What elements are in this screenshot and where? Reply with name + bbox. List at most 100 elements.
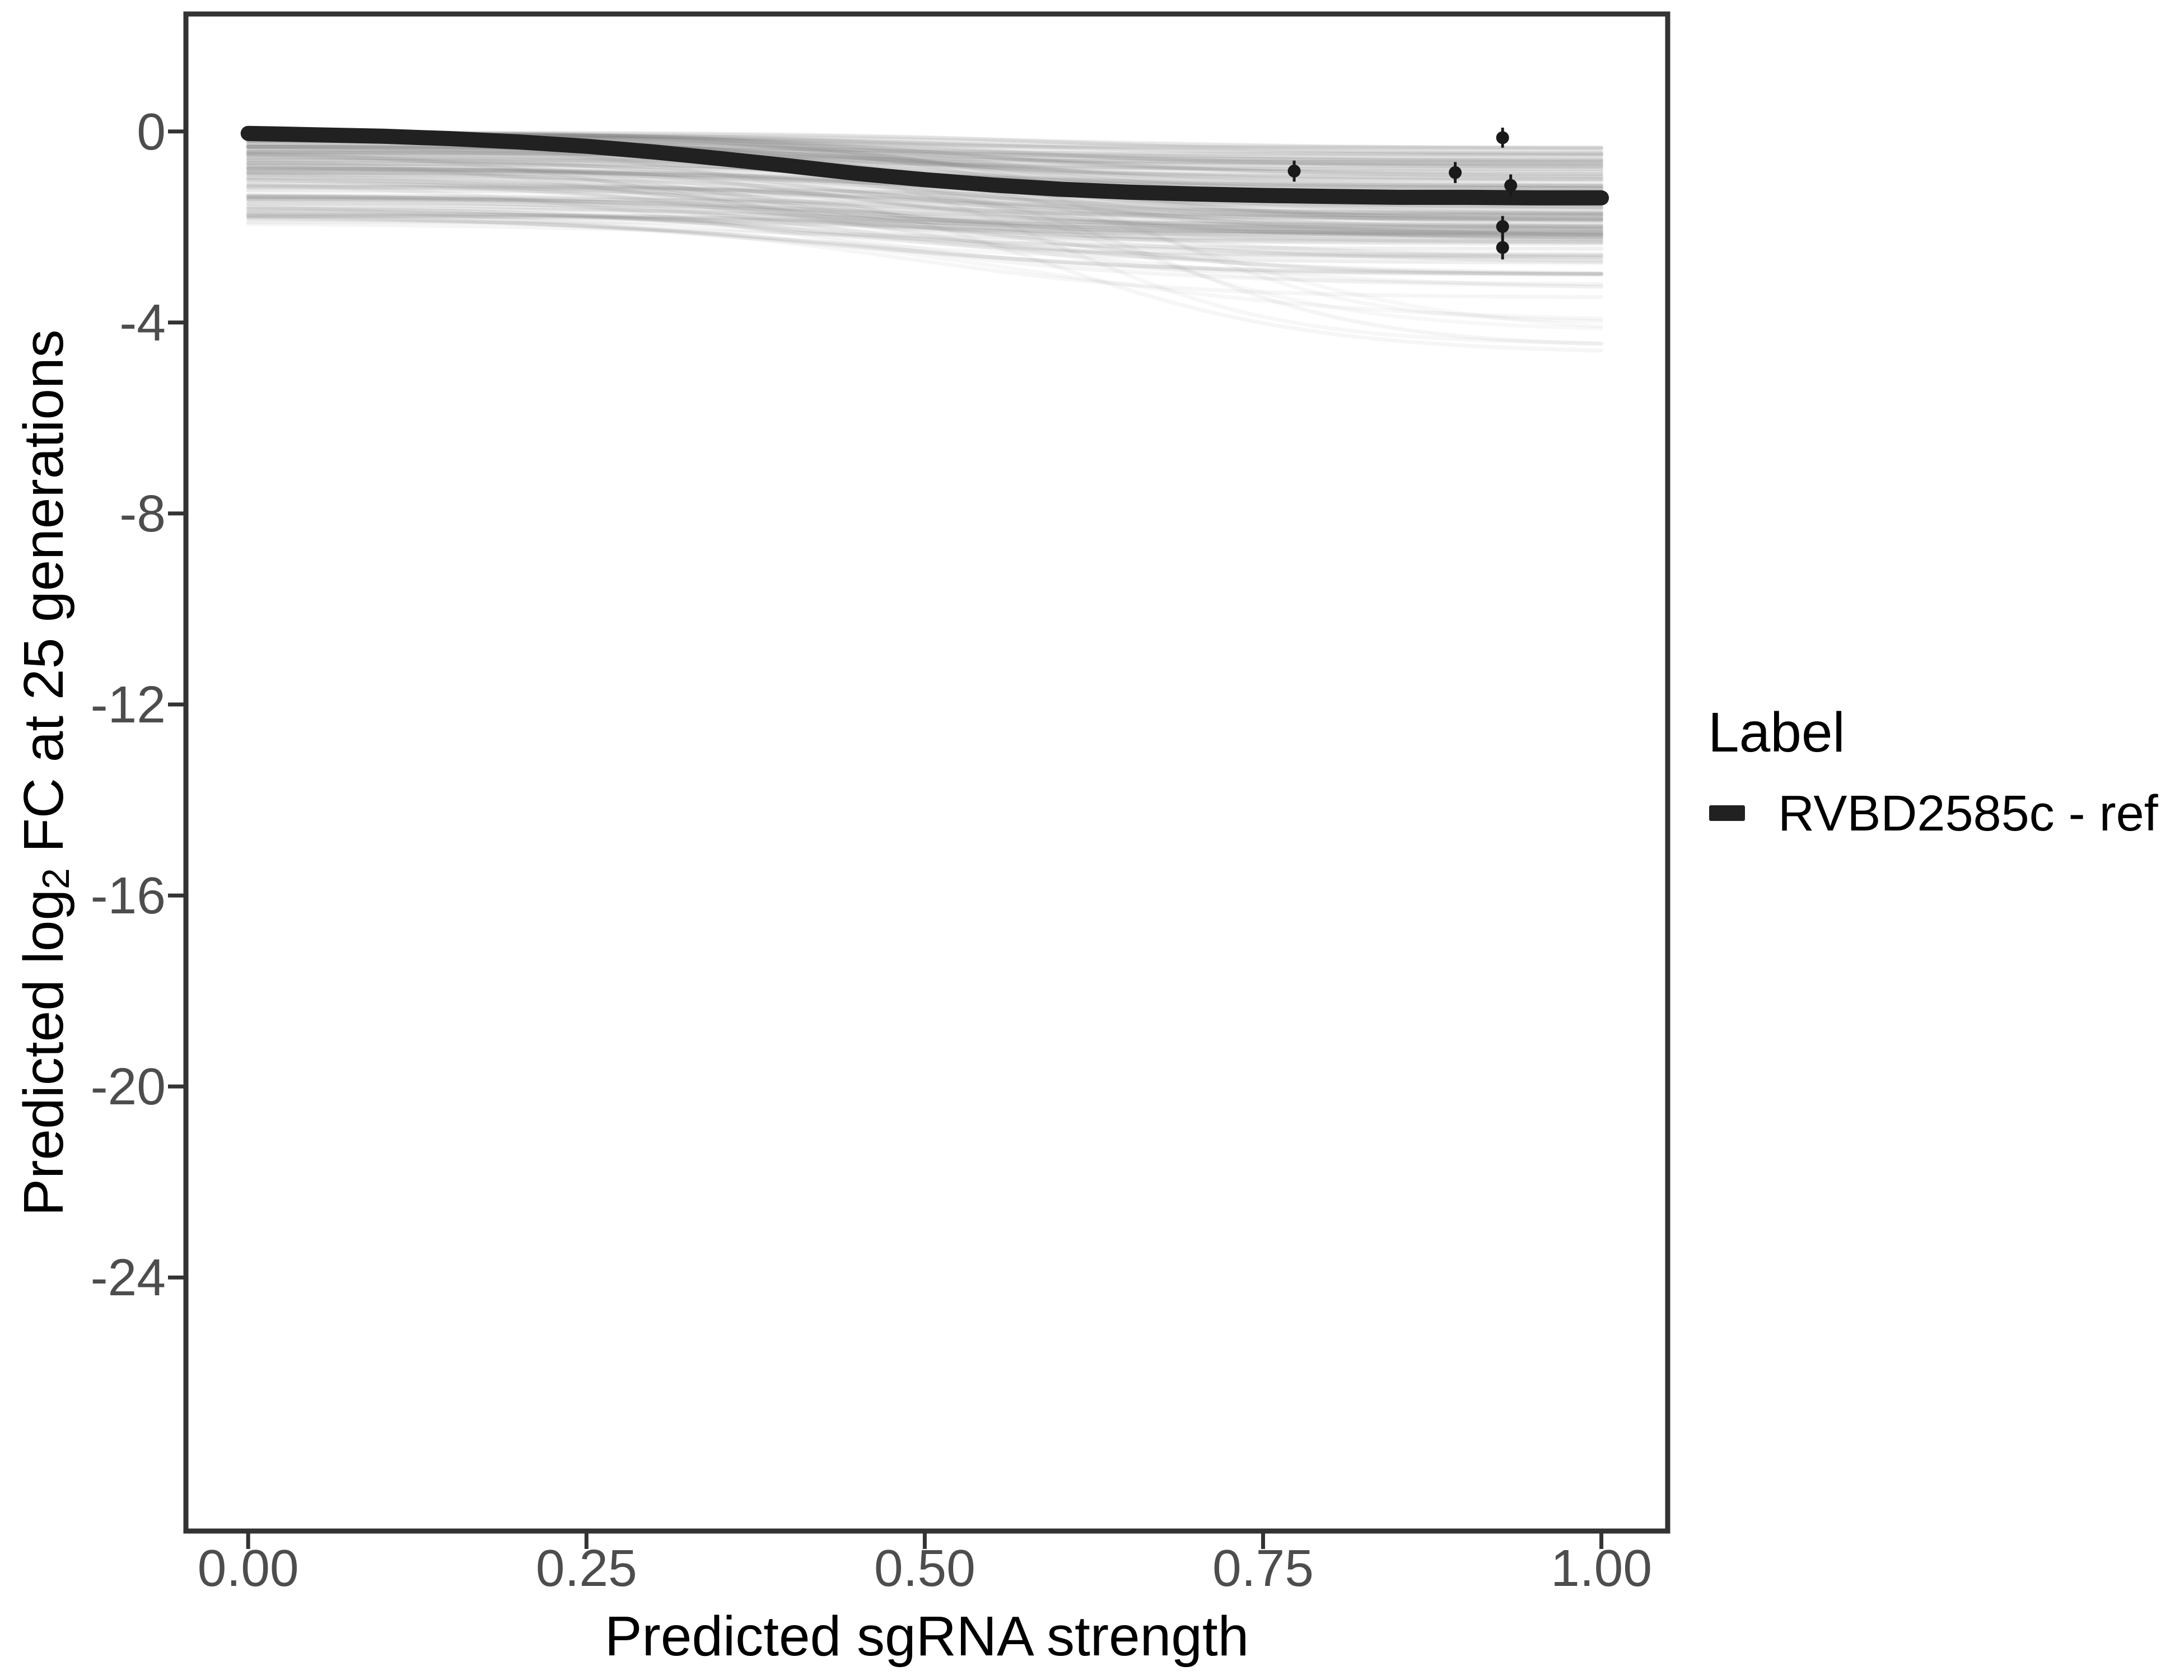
sample-curve: [246, 172, 1604, 222]
sample-curve: [246, 178, 1604, 216]
sample-curve: [246, 166, 1604, 244]
legend-title: Label: [1708, 701, 1845, 764]
sample-curve: [246, 211, 1604, 257]
sample-curve: [246, 147, 1604, 182]
sample-curve: [246, 181, 1604, 237]
x-axis-tick-labels: 0.00 0.25 0.50 0.75 1.00: [198, 1539, 1652, 1597]
x-tick-label: 0.25: [536, 1539, 637, 1597]
sample-curve: [246, 207, 1604, 235]
sample-curve: [246, 146, 1604, 164]
sample-curve: [246, 211, 1604, 235]
sample-curve: [246, 179, 1604, 232]
sample-curve: [246, 193, 1604, 235]
y-tick-label: -16: [91, 866, 166, 925]
sample-curve: [246, 171, 1604, 239]
sample-curve: [246, 218, 1604, 300]
y-tick-label: -20: [91, 1057, 166, 1116]
axis-tick-marks: [168, 129, 1604, 1549]
sample-curve: [246, 156, 1604, 174]
sample-curve: [246, 161, 1604, 242]
y-tick-label: -8: [119, 484, 166, 543]
legend: Label RVBD2585c - ref: [1708, 701, 2159, 842]
sample-curve: [246, 195, 1604, 221]
sample-curve: [246, 220, 1604, 256]
sample-curve: [246, 183, 1604, 222]
panel-border: [183, 11, 1670, 1534]
sample-curve: [246, 176, 1604, 223]
sample-curve: [246, 193, 1604, 264]
y-axis-tick-labels: 0 -4 -8 -12 -16 -20 -24: [91, 102, 166, 1306]
sample-curve: [246, 188, 1604, 228]
y-tick-label: -24: [91, 1248, 166, 1306]
sample-curve: [246, 167, 1604, 215]
sample-curve: [246, 210, 1604, 276]
x-tick-label: 1.00: [1551, 1539, 1652, 1597]
data-point: [1496, 131, 1509, 144]
sample-curve: [246, 197, 1604, 222]
sample-curve: [246, 158, 1604, 330]
sample-curve: [246, 162, 1604, 353]
sample-curve: [246, 214, 1604, 276]
sample-curve: [246, 163, 1604, 234]
sample-curve: [246, 144, 1604, 162]
sample-curve: [246, 200, 1604, 218]
sample-curve: [246, 159, 1604, 246]
y-title-subscript: 2: [35, 868, 77, 889]
sample-curve: [246, 185, 1604, 217]
y-tick-label: -12: [91, 675, 166, 734]
sample-curve: [246, 144, 1604, 175]
y-axis-title: Predicted log2 FC at 25 generations: [12, 329, 77, 1216]
sample-curve: [246, 150, 1604, 171]
sample-curve: [246, 196, 1604, 237]
y-title-part1: Predicted log: [12, 889, 75, 1216]
sample-curve: [246, 216, 1604, 321]
sample-curve: [246, 152, 1604, 234]
sample-curve: [246, 198, 1604, 237]
sample-curve: [246, 151, 1604, 169]
sample-curve: [246, 216, 1604, 277]
x-tick-label: 0.50: [874, 1539, 976, 1597]
sample-curve: [246, 184, 1604, 230]
sample-curve: [246, 194, 1604, 231]
sample-curve: [246, 204, 1604, 265]
sample-curve: [246, 172, 1604, 232]
sample-curve: [246, 161, 1604, 237]
sample-curve: [246, 185, 1604, 240]
sample-curve: [246, 197, 1604, 258]
sample-curve: [246, 195, 1604, 231]
data-points-with-errorbars: [1287, 127, 1518, 260]
sample-curve: [246, 152, 1604, 241]
data-point: [1287, 165, 1301, 178]
sample-curve: [246, 181, 1604, 217]
x-tick-label: 0.75: [1212, 1539, 1314, 1597]
sample-curve: [246, 193, 1604, 264]
sample-curve: [246, 202, 1604, 227]
data-point: [1449, 166, 1462, 179]
legend-key-line-swatch: [1709, 805, 1745, 821]
reference-curve: [240, 125, 1609, 206]
sample-curve: [246, 164, 1604, 260]
sample-curve: [246, 206, 1604, 260]
sample-curve: [246, 198, 1604, 217]
sample-curve: [246, 150, 1604, 346]
sample-curve: [246, 183, 1604, 286]
sample-curve: [246, 209, 1604, 251]
sample-curve: [246, 197, 1604, 228]
sample-curve: [246, 167, 1604, 229]
sample-curve: [246, 164, 1604, 241]
x-tick-label: 0.00: [198, 1539, 299, 1597]
sample-curve: [246, 170, 1604, 235]
sample-curve: [246, 204, 1604, 259]
sample-curve: [246, 175, 1604, 237]
y-tick-label: 0: [137, 102, 166, 161]
sample-curve: [246, 176, 1604, 244]
sample-curve: [246, 150, 1604, 167]
data-point: [1496, 220, 1509, 233]
sample-curve: [246, 194, 1604, 221]
sample-curve: [246, 213, 1604, 239]
sample-curve: [246, 172, 1604, 259]
sample-curve: [246, 201, 1604, 236]
sample-curve: [246, 214, 1604, 263]
